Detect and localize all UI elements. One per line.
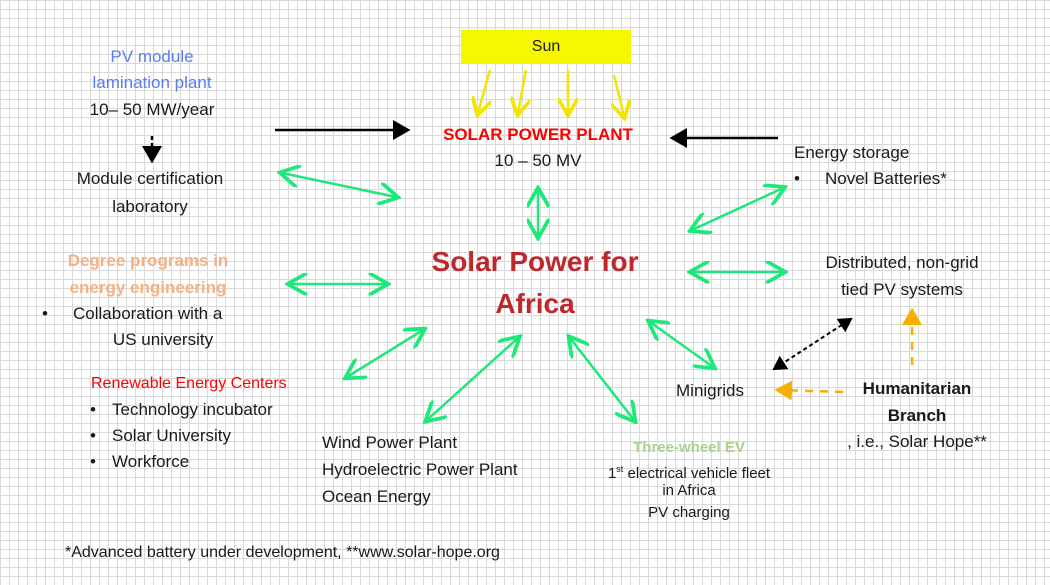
ev-line1: 1st electrical vehicle fleet (608, 458, 770, 485)
wind-line: Hydroelectric Power Plant (322, 460, 518, 479)
solar-plant-title: SOLAR POWER PLANT (443, 125, 633, 144)
ev-link-arrow (570, 338, 634, 420)
rec-link-arrow (347, 330, 423, 377)
footnote: *Advanced battery under development, **w… (65, 544, 500, 561)
distributed-line2: tied PV systems (841, 280, 963, 299)
sun-box: Sun (461, 30, 631, 63)
rec-list: Technology incubator Solar University Wo… (90, 397, 273, 475)
degree-bullet-text: Collaboration with a (73, 304, 223, 323)
ev-line3: PV charging (648, 504, 730, 521)
pv-module-capacity: 10– 50 MW/year (89, 100, 215, 119)
wind-link-arrow (427, 338, 518, 420)
minigrids-label: Minigrids (676, 381, 745, 400)
pv-module-line1: PV module (110, 47, 194, 66)
degree-line1: Degree programs in (67, 251, 229, 270)
degree-line2: energy engineering (69, 278, 227, 297)
minigrid-distributed-arrow (772, 317, 853, 371)
ev-line1-text: electrical vehicle fleet (623, 465, 771, 482)
ev-title: Three-wheel EV (633, 439, 745, 456)
rec-item: Technology incubator (90, 397, 273, 423)
storage-link-arrow (692, 188, 783, 230)
storage-bullet-text: Novel Batteries* (825, 169, 947, 188)
humanitarian-to-minigrids-arrow (774, 380, 844, 401)
sun-arrow (478, 69, 490, 113)
pv-module-line2: lamination plant (92, 73, 212, 92)
ev-sup: st (616, 464, 624, 474)
degree-bullet-line2: US university (112, 330, 214, 349)
ev-num: 1 (607, 465, 617, 482)
rec-item: Solar University (90, 423, 273, 449)
sun-arrow (518, 69, 526, 113)
sun-arrow (614, 74, 624, 116)
humanitarian-line2: Branch (887, 406, 947, 425)
center-title-line2: Africa (495, 288, 575, 319)
rec-item: Workforce (90, 449, 273, 475)
rec-title: Renewable Energy Centers (91, 375, 287, 392)
distributed-line1: Distributed, non-grid (825, 253, 979, 272)
ev-line2: in Africa (662, 482, 716, 499)
cert-link-arrow (282, 173, 396, 197)
wind-line: Ocean Energy (322, 487, 431, 506)
minigrid-link-arrow (650, 322, 713, 367)
solar-plant-capacity: 10 – 50 MV (494, 151, 582, 170)
certification-line1: Module certification (76, 169, 224, 188)
humanitarian-line3: , i.e., Solar Hope** (847, 432, 987, 451)
storage-title: Energy storage (794, 143, 910, 162)
humanitarian-line1: Humanitarian (862, 379, 972, 398)
wind-line: Wind Power Plant (322, 433, 458, 452)
storage-bullet: • Novel Batteries* (794, 169, 947, 188)
center-title-line1: Solar Power for (431, 246, 639, 277)
degree-bullet: • Collaboration with a (42, 304, 223, 323)
certification-line2: laboratory (112, 197, 188, 216)
